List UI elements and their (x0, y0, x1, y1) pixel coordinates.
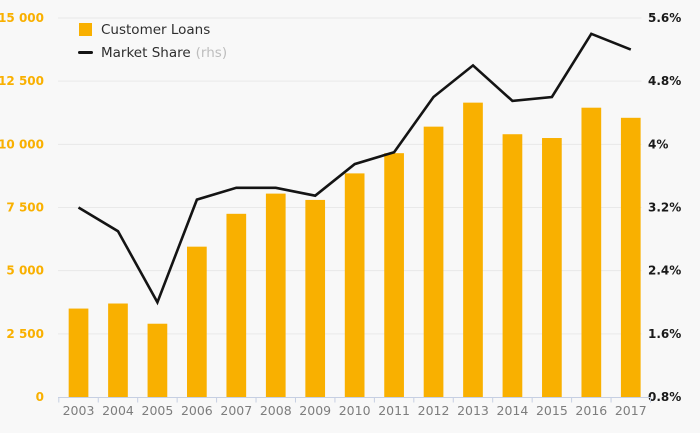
market-share-line (77, 32, 632, 306)
left-axis-tick-label: 10 000 (0, 137, 44, 151)
x-axis-label-2017: 2017 (615, 403, 647, 418)
x-axis-label-2010: 2010 (339, 403, 371, 418)
x-axis-label-2009: 2009 (299, 403, 331, 418)
bar-2015 (542, 138, 562, 397)
right-axis-tick-label: 4.8% (648, 74, 681, 88)
right-axis-tick-label: 2.4% (648, 264, 681, 278)
x-axis-label-2013: 2013 (457, 403, 489, 418)
left-axis-tick-label: 2 500 (6, 327, 44, 341)
bar-2011 (384, 153, 404, 397)
right-axis-tick-label: 1.6% (648, 327, 681, 341)
bar-2006 (187, 246, 207, 397)
right-axis-tick-label: 0.8% (648, 390, 681, 404)
legend-label-market-share: Market Share (101, 44, 191, 61)
x-axis-label-2012: 2012 (418, 403, 450, 418)
legend-item-customer-loans: Customer Loans (79, 19, 227, 40)
bar-2016 (581, 107, 602, 398)
x-axis-label-2003: 2003 (63, 403, 95, 418)
x-axis-label-2006: 2006 (181, 403, 213, 418)
x-axis-label-2014: 2014 (497, 403, 529, 418)
bar-2004 (108, 303, 128, 397)
legend: Customer Loans Market Share (rhs) (78, 19, 228, 65)
legend-label-customer-loans: Customer Loans (101, 21, 211, 38)
bar-2007 (226, 213, 247, 397)
bar-2005 (147, 323, 168, 397)
left-axis-tick-label: 12 500 (0, 74, 44, 88)
x-axis-label-2007: 2007 (220, 403, 252, 418)
bar-2012 (423, 126, 444, 397)
right-axis-tick-label: 3.2% (648, 201, 681, 215)
left-axis-tick-label: 7 500 (6, 201, 44, 215)
left-axis-tick-label: 0 (36, 390, 44, 404)
bar-2009 (305, 199, 326, 397)
x-axis-label-2015: 2015 (536, 403, 568, 418)
market-share-line-swatch-icon (78, 51, 93, 54)
bar-2014 (502, 134, 523, 397)
x-axis-label-2016: 2016 (575, 403, 607, 418)
bar-2010 (344, 173, 365, 397)
left-axis-tick-label: 15 000 (0, 11, 44, 25)
bar-2008 (265, 193, 286, 397)
x-axis-label-2011: 2011 (378, 403, 410, 418)
bar-2017 (620, 117, 641, 397)
bar-2013 (463, 102, 483, 397)
left-axis-tick-label: 5 000 (6, 264, 44, 278)
legend-note-rhs: (rhs) (195, 44, 228, 61)
right-axis-tick-label: 5.6% (648, 11, 681, 25)
legend-item-market-share: Market Share (rhs) (78, 42, 228, 63)
x-axis-label-2008: 2008 (260, 403, 292, 418)
x-axis-label-2004: 2004 (102, 403, 134, 418)
customer-loans-swatch-icon (79, 23, 92, 36)
bar-2003 (68, 308, 89, 397)
right-axis-tick-label: 4% (648, 137, 668, 151)
x-axis-label-2005: 2005 (142, 403, 174, 418)
